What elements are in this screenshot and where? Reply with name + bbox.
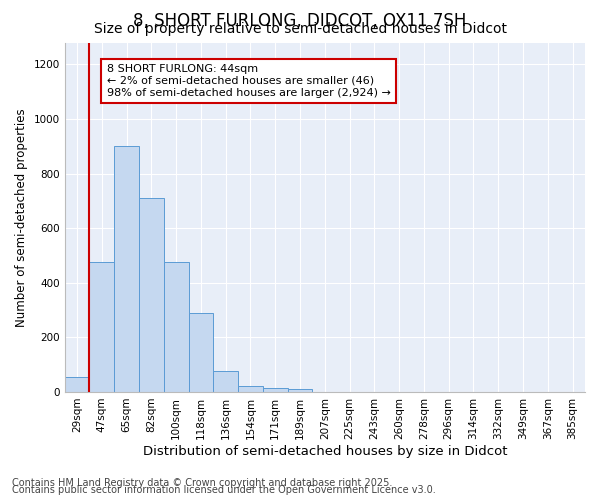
Bar — [164, 262, 188, 392]
Text: 8 SHORT FURLONG: 44sqm
← 2% of semi-detached houses are smaller (46)
98% of semi: 8 SHORT FURLONG: 44sqm ← 2% of semi-deta… — [107, 64, 391, 98]
Text: 8, SHORT FURLONG, DIDCOT, OX11 7SH: 8, SHORT FURLONG, DIDCOT, OX11 7SH — [133, 12, 467, 30]
Text: Contains public sector information licensed under the Open Government Licence v3: Contains public sector information licen… — [12, 485, 436, 495]
Bar — [65, 377, 89, 392]
Bar — [287, 389, 313, 392]
Bar — [139, 198, 164, 392]
Bar — [89, 262, 114, 392]
Bar — [263, 388, 287, 392]
Bar — [214, 372, 238, 392]
Bar — [114, 146, 139, 392]
X-axis label: Distribution of semi-detached houses by size in Didcot: Distribution of semi-detached houses by … — [143, 444, 507, 458]
Bar — [238, 386, 263, 392]
Text: Size of property relative to semi-detached houses in Didcot: Size of property relative to semi-detach… — [94, 22, 506, 36]
Y-axis label: Number of semi-detached properties: Number of semi-detached properties — [15, 108, 28, 326]
Text: Contains HM Land Registry data © Crown copyright and database right 2025.: Contains HM Land Registry data © Crown c… — [12, 478, 392, 488]
Bar — [188, 313, 214, 392]
